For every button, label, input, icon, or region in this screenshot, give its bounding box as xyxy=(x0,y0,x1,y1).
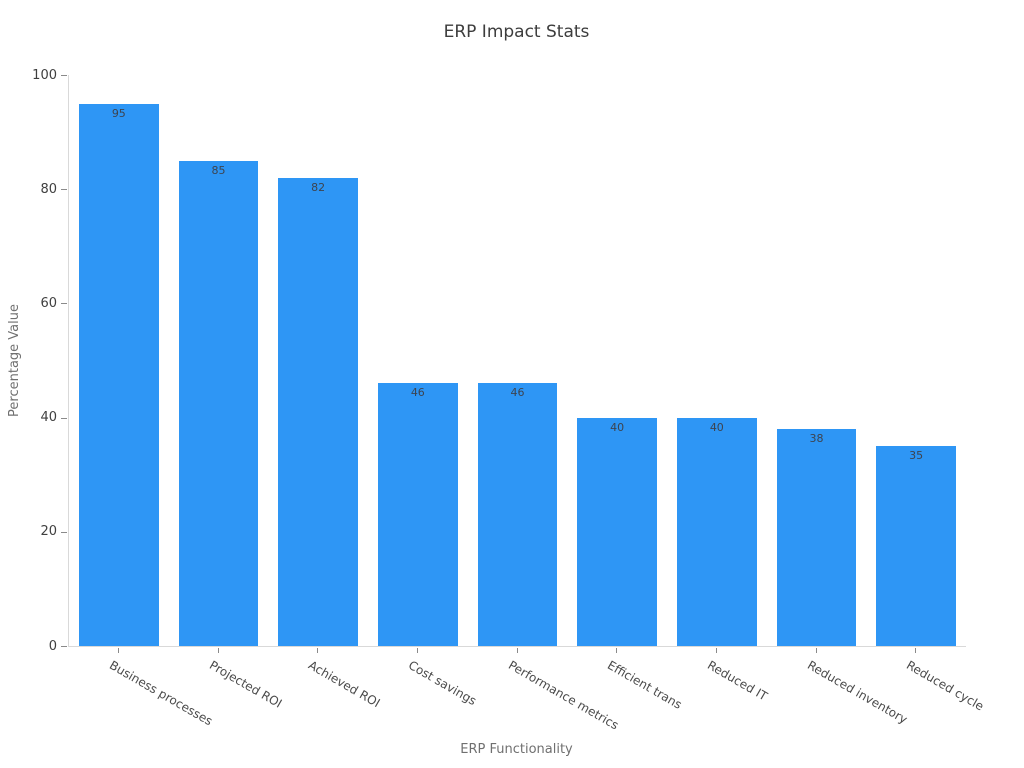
chart-title: ERP Impact Stats xyxy=(443,22,590,42)
y-tick-label: 0 xyxy=(48,638,57,654)
y-tick-label: 20 xyxy=(40,524,57,540)
bar-value-label: 40 xyxy=(610,420,625,434)
y-tick-label: 40 xyxy=(40,410,57,426)
bar-value-label: 95 xyxy=(111,106,126,120)
x-category-label: Reduced IT xyxy=(704,658,770,704)
bar: 40 xyxy=(676,417,757,646)
x-category-label: Efficient trans xyxy=(605,658,685,712)
bar: 82 xyxy=(278,177,359,646)
bar-value-label: 46 xyxy=(410,386,425,400)
bar: 46 xyxy=(477,383,558,646)
x-tick-mark xyxy=(317,648,319,653)
y-tick-mark xyxy=(61,75,67,76)
bar: 46 xyxy=(377,383,458,646)
bar-value-label: 38 xyxy=(809,432,824,446)
y-tick-mark xyxy=(61,417,67,419)
bar-value-label: 35 xyxy=(909,449,924,463)
x-tick-mark xyxy=(616,648,618,653)
x-axis-title: ERP Functionality xyxy=(460,742,573,757)
bar-value-label: 40 xyxy=(709,420,724,434)
x-category-label: Projected ROI xyxy=(206,658,284,711)
y-tick-mark xyxy=(61,646,67,647)
y-tick-label: 60 xyxy=(40,295,57,311)
x-tick-mark xyxy=(217,648,219,653)
y-tick-mark xyxy=(61,189,67,191)
x-tick-mark xyxy=(416,648,418,653)
bar: 38 xyxy=(776,429,857,646)
x-tick-mark xyxy=(815,648,817,653)
y-axis-title-text: Percentage Value xyxy=(6,304,22,417)
bar-value-label: 85 xyxy=(211,163,226,177)
x-category-label: Business processes xyxy=(106,658,215,729)
bar: 85 xyxy=(178,160,259,646)
y-tick-mark xyxy=(61,303,67,305)
x-category-label: Reduced inventory xyxy=(804,658,910,727)
plot-area: 95 85 82 46 46 40 40 38 35 xyxy=(68,75,966,647)
x-tick-mark xyxy=(715,648,717,653)
bar: 95 xyxy=(78,103,159,646)
x-category-label: Cost savings xyxy=(405,658,479,709)
y-axis-title: Percentage Value xyxy=(0,75,28,646)
x-category-label: Performance metrics xyxy=(505,658,621,733)
bar: 35 xyxy=(876,446,957,646)
y-tick-label: 80 xyxy=(40,181,57,197)
bar: 40 xyxy=(577,417,658,646)
x-category-label: Reduced cycle xyxy=(904,658,987,714)
x-tick-mark xyxy=(915,648,917,653)
bar-value-label: 46 xyxy=(510,386,525,400)
x-tick-mark xyxy=(516,648,518,653)
bar-value-label: 82 xyxy=(311,180,326,194)
y-tick-label: 100 xyxy=(32,67,57,83)
x-category-label: Achieved ROI xyxy=(306,658,383,711)
x-tick-mark xyxy=(117,648,119,653)
y-tick-mark xyxy=(61,531,67,533)
